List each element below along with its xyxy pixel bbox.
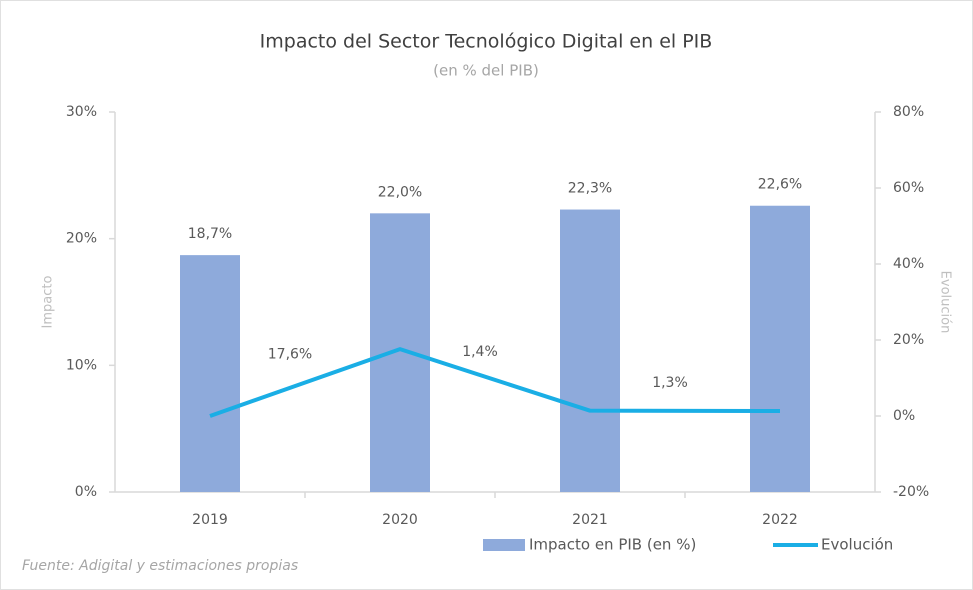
x-tick-label: 2019 [192, 512, 228, 528]
bar [750, 205, 810, 492]
data-label: 22,6% [758, 177, 802, 193]
x-tick-label: 2021 [572, 512, 608, 528]
y2-axis-title: Evolución [938, 271, 953, 334]
data-label: 18,7% [188, 226, 232, 242]
y2-tick-label: 60% [893, 180, 924, 196]
y2-tick-label: 40% [893, 256, 924, 272]
chart-subtitle: (en % del PIB) [433, 62, 539, 80]
y-tick-label: 30% [66, 104, 97, 120]
data-label: 22,0% [378, 184, 422, 200]
line [209, 347, 781, 418]
bar [370, 213, 430, 493]
x-tick-label: 2022 [762, 512, 798, 528]
y-tick-label: 20% [66, 231, 97, 247]
y2-tick-label: 0% [893, 408, 915, 424]
legend-label: Evolución [821, 536, 893, 554]
y-tick-label: 10% [66, 357, 97, 373]
y2-tick-label: 20% [893, 332, 924, 348]
bar [560, 209, 620, 493]
x-tick-label: 2020 [382, 512, 418, 528]
data-label: 17,6% [268, 347, 312, 363]
data-label: 1,4% [462, 344, 498, 360]
y-axis-title: Impacto [41, 276, 56, 329]
data-label: 1,3% [652, 375, 688, 391]
legend-swatch [483, 539, 525, 551]
y2-tick-label: 80% [893, 104, 924, 120]
legend-label: Impacto en PIB (en %) [529, 536, 696, 554]
data-label: 22,3% [568, 181, 612, 197]
y2-tick-label: -20% [893, 484, 929, 500]
source-note: Fuente: Adigital y estimaciones propias [22, 558, 298, 574]
bar [180, 255, 240, 492]
chart-title: Impacto del Sector Tecnológico Digital e… [260, 31, 713, 53]
y-tick-label: 0% [75, 484, 97, 500]
